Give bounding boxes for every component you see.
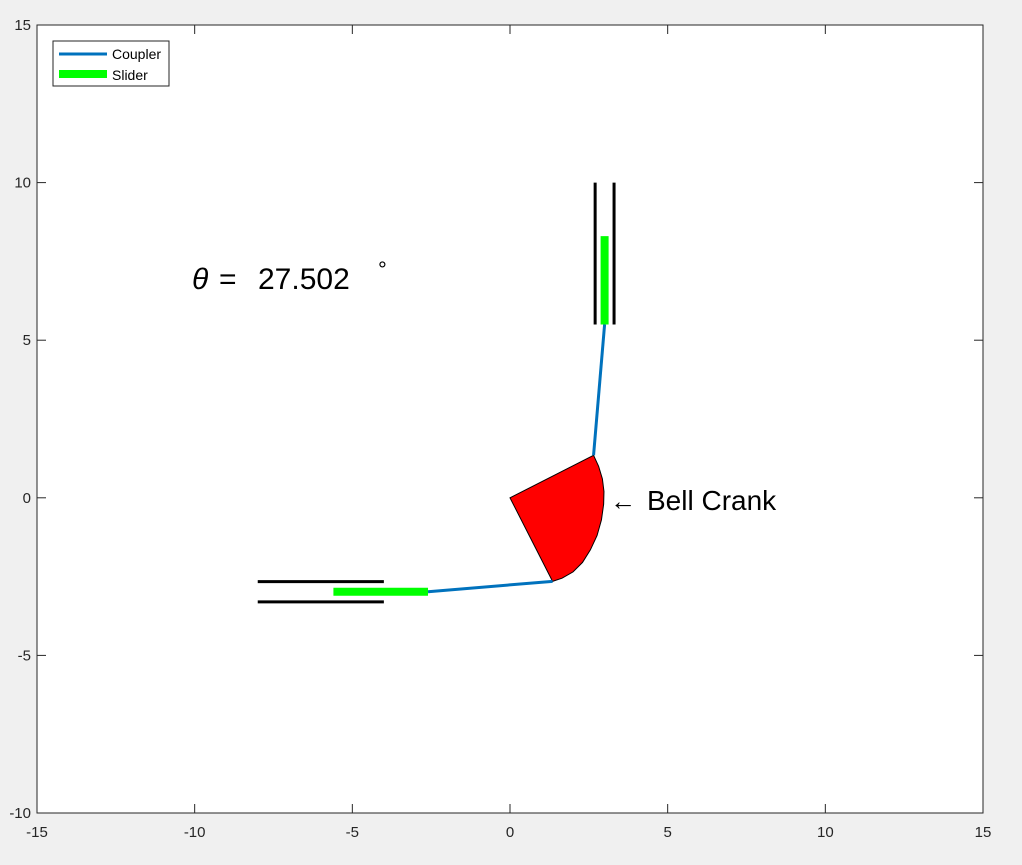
theta-degree-symbol: ° (378, 257, 387, 282)
theta-annotation: θ = 27.502 ° (192, 257, 387, 296)
x-tick-label: 5 (663, 824, 671, 841)
theta-symbol: θ (192, 263, 209, 296)
legend-box (52, 40, 170, 87)
bell-crank-sector (509, 454, 605, 582)
theta-value: 27.502 (258, 263, 350, 296)
bell-crank-annotation: ← Bell Crank (610, 485, 777, 516)
y-tick-label: 15 (14, 17, 31, 34)
x-tick-label: 15 (975, 824, 992, 841)
theta-equals: = (219, 263, 237, 296)
x-tick-label: -15 (26, 824, 48, 841)
y-tick-label: 5 (23, 332, 31, 349)
legend-label-coupler: Coupler (112, 46, 161, 62)
axes-background (37, 25, 983, 813)
legend-label-slider: Slider (112, 67, 148, 83)
bell-crank-arrow: ← (610, 486, 636, 516)
bell-crank-label: Bell Crank (647, 485, 777, 516)
ticks-layer: -15 -10 -5 0 5 10 15 -10 -5 0 5 10 15 (9, 17, 991, 841)
x-tick-label: -10 (184, 824, 206, 841)
legend: Coupler Slider (52, 40, 170, 87)
x-tick-label: 10 (817, 824, 834, 841)
y-tick-label: 0 (23, 490, 31, 507)
coupler-segment (592, 324, 607, 456)
marks-layer (257, 182, 616, 604)
y-tick-label: -10 (9, 805, 31, 822)
coupler-segment (427, 579, 553, 594)
y-tick-label: -5 (18, 647, 31, 664)
y-tick-label: 10 (14, 175, 31, 192)
x-tick-label: -5 (346, 824, 359, 841)
x-tick-label: 0 (506, 824, 514, 841)
